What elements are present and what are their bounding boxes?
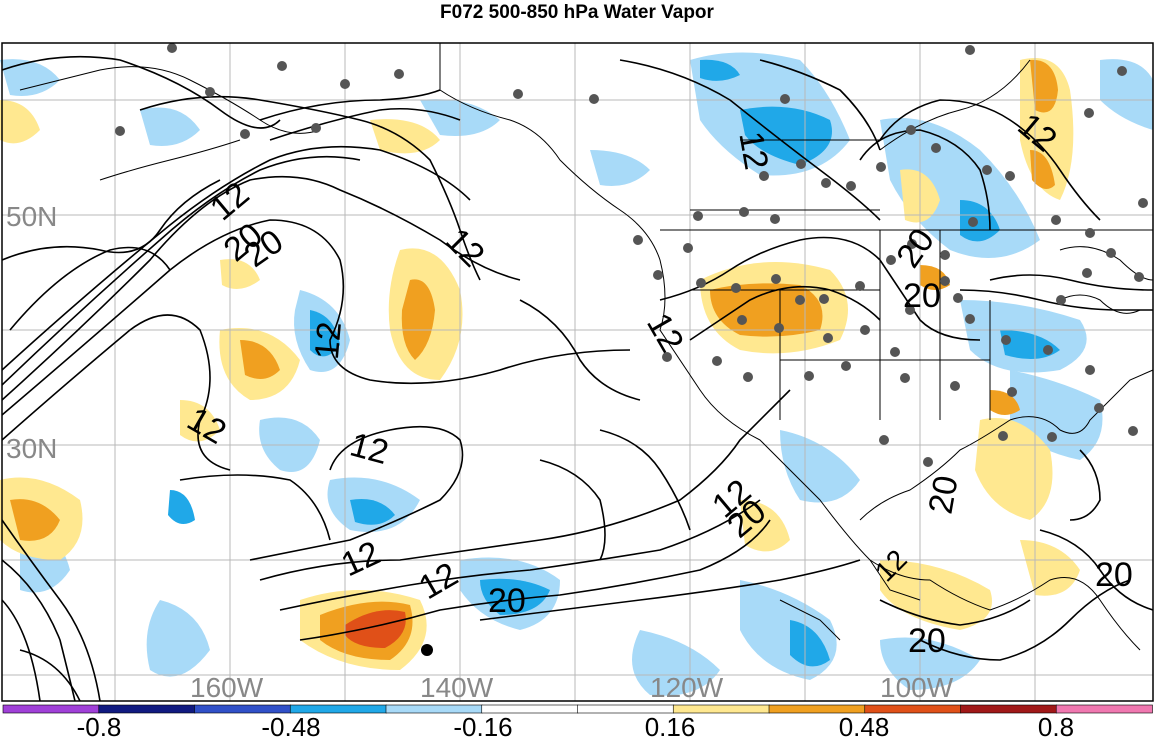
colorbar-tick-label: 0.48	[838, 712, 890, 742]
lat-label-50n: 50N	[6, 201, 57, 232]
graticule-labels: 50N 30N 160W 140W 120W 100W	[6, 201, 954, 703]
map-title: F072 500-850 hPa Water Vapor	[440, 2, 714, 23]
contour-label: 20	[908, 622, 946, 660]
contour-label: 12	[731, 129, 775, 173]
colorbar-tick-label: 0.8	[1037, 712, 1075, 742]
colorbar-tick-label: -0.16	[453, 712, 513, 742]
colorbar-tick-label: 0.16	[644, 712, 696, 742]
graticule	[2, 43, 1153, 701]
lon-label-160w: 160W	[190, 672, 264, 703]
contours	[1, 55, 1154, 702]
contour-label: 12	[308, 320, 349, 361]
contour-label: 20	[903, 277, 941, 315]
colorbar	[2, 704, 1153, 714]
contour-label: 20	[1095, 556, 1133, 594]
colorbar-segment	[1055, 704, 1153, 714]
lon-label-140w: 140W	[420, 672, 494, 703]
station-dots	[115, 43, 1148, 467]
contour-label: 20	[922, 473, 966, 517]
colorbar-tick-label: -0.48	[261, 712, 321, 742]
map-frame	[1, 42, 1154, 702]
coastlines	[19, 43, 1154, 651]
marker-dot	[421, 644, 433, 656]
lat-label-30n: 30N	[6, 433, 57, 464]
lon-label-120w: 120W	[650, 672, 724, 703]
colorbar-tick-label: -0.8	[76, 712, 122, 742]
contour-label: 20	[488, 582, 526, 620]
lon-label-100w: 100W	[880, 672, 954, 703]
